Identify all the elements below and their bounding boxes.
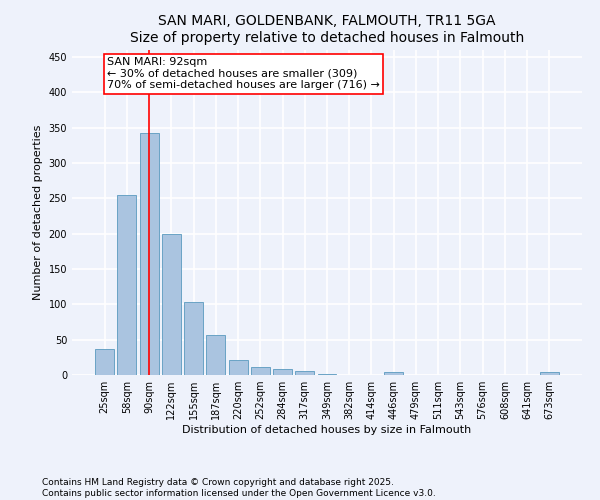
Text: SAN MARI: 92sqm
← 30% of detached houses are smaller (309)
70% of semi-detached : SAN MARI: 92sqm ← 30% of detached houses… [107,57,380,90]
Bar [384,372,403,375]
Title: SAN MARI, GOLDENBANK, FALMOUTH, TR11 5GA
Size of property relative to detached h: SAN MARI, GOLDENBANK, FALMOUTH, TR11 5GA… [130,14,524,44]
Bar [184,302,203,375]
Bar [206,336,225,375]
Bar [273,370,292,375]
X-axis label: Distribution of detached houses by size in Falmouth: Distribution of detached houses by size … [182,425,472,435]
Bar [162,234,181,375]
Bar [317,374,337,375]
Bar [95,349,114,375]
Bar [140,132,158,375]
Bar [295,372,314,375]
Bar [540,372,559,375]
Bar [229,360,248,375]
Bar [118,195,136,375]
Text: Contains HM Land Registry data © Crown copyright and database right 2025.
Contai: Contains HM Land Registry data © Crown c… [42,478,436,498]
Bar [251,367,270,375]
Y-axis label: Number of detached properties: Number of detached properties [33,125,43,300]
